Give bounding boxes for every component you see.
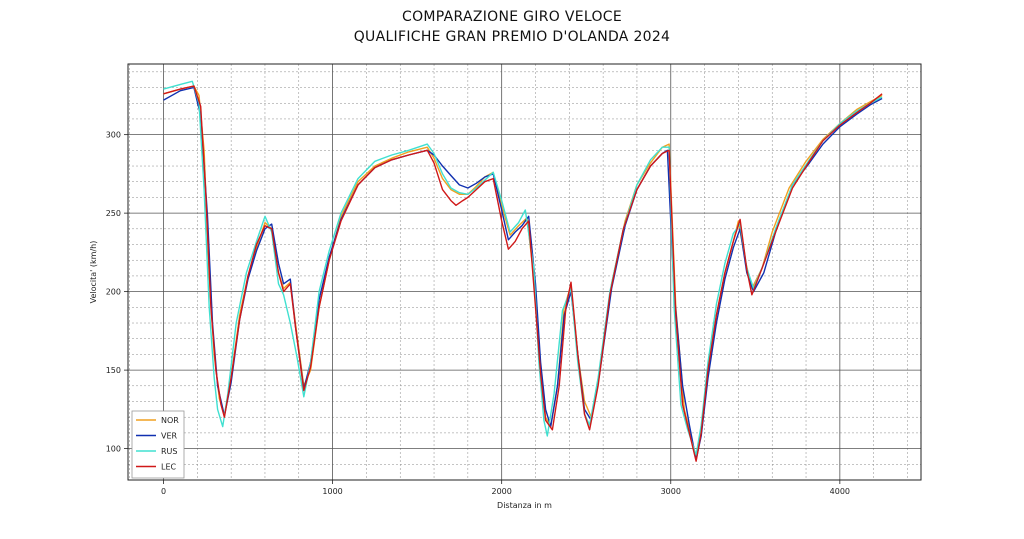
y-tick-label: 300 — [106, 131, 121, 140]
series-line-lec — [163, 85, 883, 462]
y-tick-label: 100 — [106, 445, 121, 454]
legend-label-ver: VER — [161, 432, 178, 441]
x-tick-label: 3000 — [661, 487, 681, 496]
y-axis-label: Velocita' (km/h) — [89, 241, 98, 304]
legend-label-rus: RUS — [161, 447, 178, 456]
legend: NOR VER RUS LEC — [131, 410, 185, 479]
y-tick-label: 200 — [106, 288, 121, 297]
x-tick-label: 4000 — [830, 487, 850, 496]
x-tick-label: 1000 — [322, 487, 342, 496]
series-line-ver — [163, 86, 883, 461]
plot-frame — [127, 63, 922, 481]
chart-title: COMPARAZIONE GIRO VELOCE — [402, 9, 622, 25]
series-line-nor — [163, 85, 883, 459]
minor-grid — [128, 64, 921, 480]
legend-label-lec: LEC — [161, 463, 177, 472]
series-line-rus — [163, 80, 883, 456]
legend-label-nor: NOR — [161, 416, 179, 425]
y-tick-label: 150 — [106, 366, 121, 375]
series-layer — [163, 80, 883, 462]
x-tick-label: 0 — [161, 487, 166, 496]
chart-subtitle: QUALIFICHE GRAN PREMIO D'OLANDA 2024 — [353, 29, 671, 45]
axis-ticks: 0 1000 2000 3000 4000 100 150 200 250 300 — [106, 131, 850, 496]
y-tick-label: 250 — [106, 209, 121, 218]
x-tick-label: 2000 — [491, 487, 511, 496]
x-axis-label: Distanza in m — [497, 501, 552, 510]
